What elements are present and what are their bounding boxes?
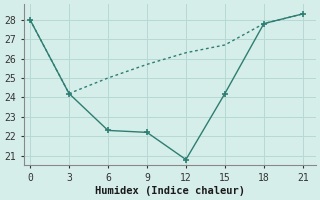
X-axis label: Humidex (Indice chaleur): Humidex (Indice chaleur) (95, 186, 245, 196)
